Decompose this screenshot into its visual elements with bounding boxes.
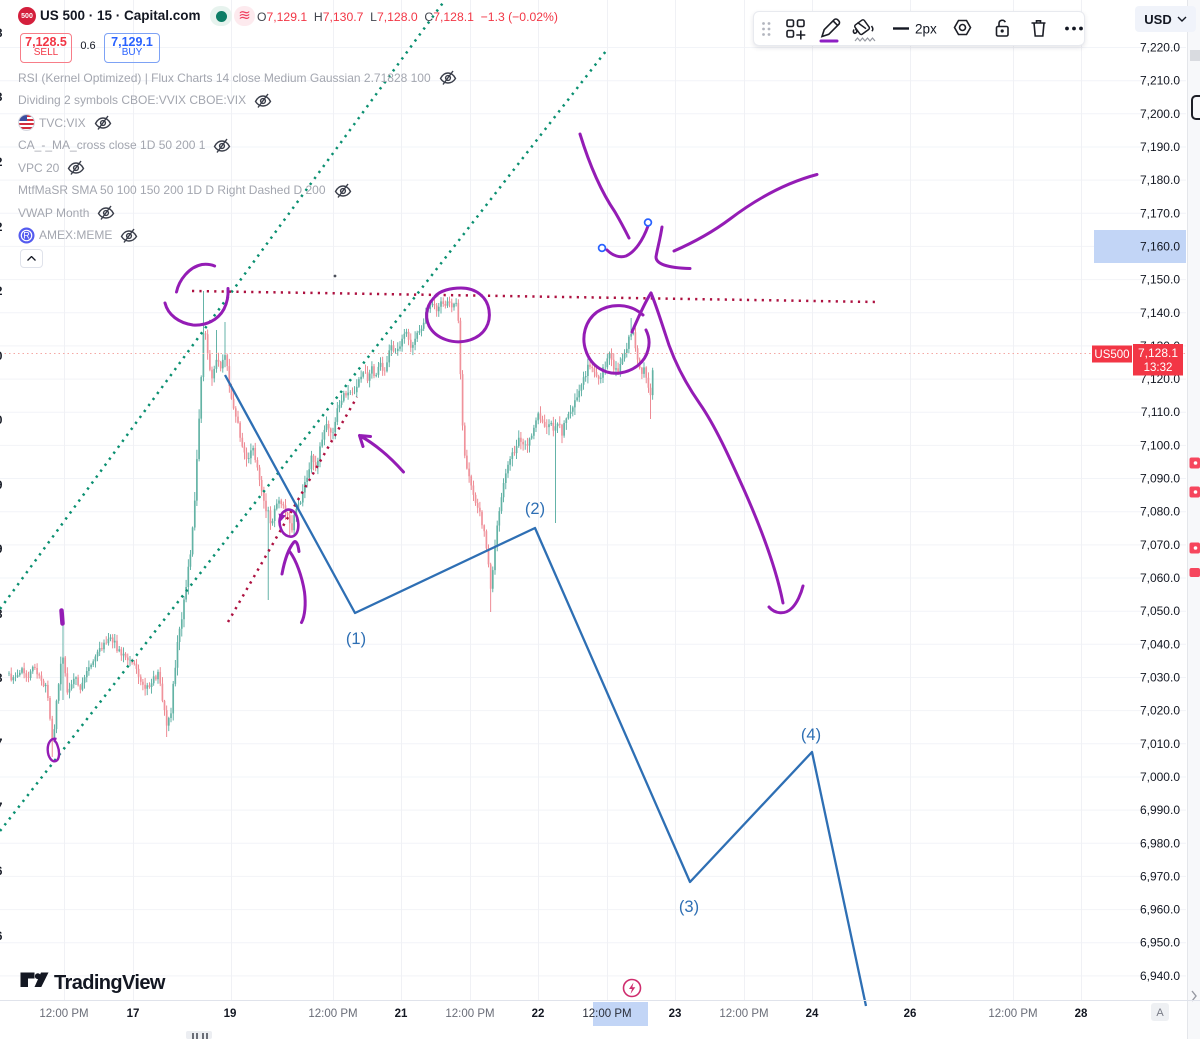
svg-text:2px: 2px [915,22,937,37]
svg-text:12:00 PM: 12:00 PM [308,1008,357,1020]
svg-text:6,940.0: 6,940.0 [1140,969,1180,983]
svg-text:8: 8 [0,673,3,685]
svg-text:6,960.0: 6,960.0 [1140,903,1180,917]
svg-text:13:32: 13:32 [1144,362,1173,374]
svg-text:9: 9 [0,480,2,492]
svg-text:0: 0 [0,351,2,363]
svg-text:7,090.0: 7,090.0 [1140,472,1180,486]
svg-text:(4): (4) [801,726,821,744]
svg-text:7,120.0: 7,120.0 [1140,372,1180,386]
svg-text:(1): (1) [346,630,366,648]
svg-text:9: 9 [0,544,2,556]
svg-text:24: 24 [806,1008,819,1020]
svg-text:7,000.0: 7,000.0 [1140,770,1180,784]
svg-text:7,140.0: 7,140.0 [1140,306,1180,320]
svg-text:7,180.0: 7,180.0 [1140,173,1180,187]
svg-text:7,220.0: 7,220.0 [1140,41,1180,55]
svg-text:3: 3 [0,92,2,104]
svg-text:7,128.1: 7,128.1 [1138,346,1178,360]
svg-text:6,980.0: 6,980.0 [1140,836,1180,850]
svg-text:12:00 PM: 12:00 PM [719,1008,768,1020]
svg-text:7,030.0: 7,030.0 [1140,671,1180,685]
svg-text:12:00 PM: 12:00 PM [988,1008,1037,1020]
svg-text:2: 2 [0,222,2,234]
svg-text:19: 19 [224,1008,237,1020]
svg-text:7,170.0: 7,170.0 [1140,206,1180,220]
svg-text:7,100.0: 7,100.0 [1140,438,1180,452]
svg-text:8: 8 [0,28,3,40]
svg-text:7,080.0: 7,080.0 [1140,505,1180,519]
svg-text:12:00 PM: 12:00 PM [445,1008,494,1020]
svg-text:7,190.0: 7,190.0 [1140,140,1180,154]
svg-text:21: 21 [395,1008,408,1020]
svg-text:7,020.0: 7,020.0 [1140,704,1180,718]
svg-text:7,160.0: 7,160.0 [1140,239,1180,253]
svg-text:(3): (3) [679,898,699,916]
svg-text:7,070.0: 7,070.0 [1140,538,1180,552]
svg-text:(2): (2) [525,500,545,518]
svg-text:7,150.0: 7,150.0 [1140,273,1180,287]
svg-text:7: 7 [0,738,2,750]
svg-text:2: 2 [0,286,2,298]
svg-text:7,200.0: 7,200.0 [1140,107,1180,121]
svg-text:17: 17 [127,1008,140,1020]
svg-text:A: A [1156,1007,1164,1019]
svg-text:8: 8 [0,609,3,621]
svg-text:6,950.0: 6,950.0 [1140,936,1180,950]
svg-text:6,990.0: 6,990.0 [1140,803,1180,817]
svg-text:6,970.0: 6,970.0 [1140,869,1180,883]
svg-text:TradingView: TradingView [54,972,166,994]
svg-text:7,210.0: 7,210.0 [1140,74,1180,88]
svg-text:22: 22 [532,1008,545,1020]
svg-text:7,110.0: 7,110.0 [1141,405,1180,419]
svg-text:7: 7 [0,802,2,814]
svg-text:2: 2 [0,157,2,169]
svg-text:12:00 PM: 12:00 PM [39,1008,88,1020]
svg-text:28: 28 [1075,1008,1088,1020]
svg-text:26: 26 [904,1008,917,1020]
svg-text:12:00 PM: 12:00 PM [582,1008,631,1020]
svg-text:R: R [23,230,30,240]
svg-text:7,040.0: 7,040.0 [1140,637,1180,651]
svg-text:0: 0 [0,415,2,427]
svg-text:6: 6 [0,931,2,943]
svg-text:7,010.0: 7,010.0 [1140,737,1180,751]
svg-text:7,060.0: 7,060.0 [1140,571,1180,585]
svg-text:7,050.0: 7,050.0 [1140,604,1180,618]
svg-text:6: 6 [0,866,2,878]
svg-text:US500: US500 [1094,349,1129,361]
svg-text:23: 23 [669,1008,682,1020]
